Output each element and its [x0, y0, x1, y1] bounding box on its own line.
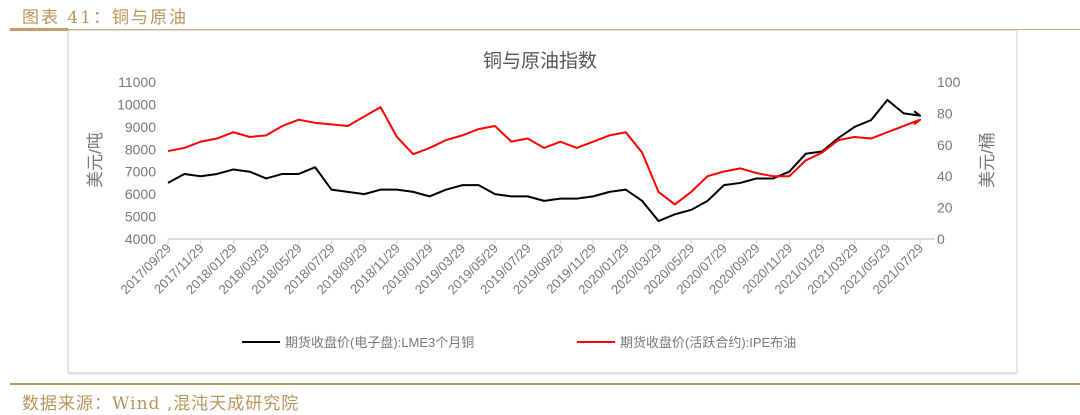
legend-label-copper: 期货收盘价(电子盘):LME3个月铜 — [285, 335, 474, 350]
y-right-tick-label: 0 — [937, 231, 945, 247]
title-divider — [10, 29, 1080, 30]
chart-title: 铜与原油指数 — [483, 50, 597, 72]
y-right-tick-label: 100 — [937, 74, 961, 90]
y-axis-left-label: 美元/吨 — [86, 132, 105, 188]
y-right-tick-label: 60 — [937, 137, 953, 153]
y-left-tick-label: 6000 — [125, 186, 156, 202]
y-left-tick-label: 8000 — [125, 141, 156, 157]
y-right-tick-label: 80 — [937, 105, 953, 121]
figure-label: 图表 41：铜与原油 — [22, 8, 189, 28]
y-axis-right-label: 美元/桶 — [978, 132, 997, 188]
legend-label-oil: 期货收盘价(活跃合约):IPE布油 — [620, 335, 796, 350]
chart-frame — [68, 30, 1017, 373]
y-left-tick-label: 5000 — [125, 209, 156, 225]
source-note: 数据来源：Wind ,混沌天成研究院 — [22, 394, 300, 414]
y-left-tick-label: 10000 — [117, 96, 156, 112]
source-divider — [10, 383, 1080, 385]
series-line-oil — [167, 106, 922, 206]
y-left-tick-label: 7000 — [125, 164, 156, 180]
y-right-tick-label: 20 — [937, 200, 953, 216]
y-right-tick-label: 40 — [937, 168, 953, 184]
y-left-tick-label: 11000 — [118, 74, 156, 90]
y-left-tick-label: 4000 — [125, 231, 156, 247]
y-left-tick-label: 9000 — [125, 119, 156, 135]
series-line-copper — [167, 98, 922, 223]
